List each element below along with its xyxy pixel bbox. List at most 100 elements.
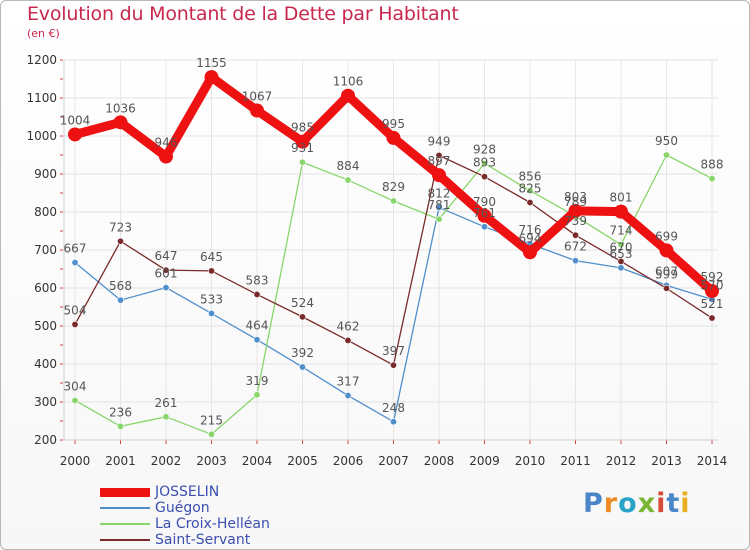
y-tick-label: 200 bbox=[34, 433, 57, 447]
series bbox=[68, 70, 719, 438]
data-point bbox=[162, 413, 170, 421]
data-label: 897 bbox=[428, 154, 451, 168]
legend-label: JOSSELIN bbox=[155, 484, 220, 500]
logo-letter: i bbox=[656, 488, 667, 519]
data-label: 570 bbox=[701, 278, 724, 292]
data-point bbox=[250, 103, 264, 118]
data-label: 317 bbox=[337, 375, 360, 389]
data-label: 236 bbox=[109, 405, 132, 419]
data-label: 397 bbox=[382, 344, 405, 358]
data-label: 599 bbox=[655, 267, 678, 281]
data-point bbox=[71, 259, 79, 267]
series-saint-servant bbox=[71, 151, 716, 369]
data-point bbox=[295, 134, 310, 149]
legend-swatch bbox=[100, 539, 150, 541]
data-label: 995 bbox=[382, 117, 405, 131]
data-point bbox=[298, 363, 306, 371]
x-tick-label: 2014 bbox=[697, 454, 728, 468]
x-tick-label: 2005 bbox=[287, 454, 318, 468]
data-label: 856 bbox=[519, 170, 542, 184]
legend-swatch bbox=[100, 507, 150, 509]
data-point bbox=[477, 208, 492, 223]
data-point bbox=[117, 422, 125, 430]
y-tick-label: 1200 bbox=[26, 53, 57, 67]
series-guegon bbox=[71, 203, 716, 426]
data-point bbox=[208, 430, 216, 438]
data-point bbox=[523, 245, 537, 260]
data-label: 533 bbox=[200, 292, 223, 306]
data-point bbox=[662, 284, 670, 292]
data-label: 812 bbox=[428, 186, 451, 200]
data-point bbox=[708, 314, 716, 322]
data-label: 462 bbox=[337, 319, 360, 333]
data-label: 716 bbox=[519, 223, 542, 237]
legend-label: Saint-Servant bbox=[155, 532, 251, 548]
y-tick-label: 700 bbox=[34, 243, 57, 257]
data-label: 985 bbox=[291, 121, 314, 135]
axes: 200 300 400 500 600 700 800 900 1000 1100 1200 2000… bbox=[26, 53, 727, 468]
data-label: 592 bbox=[701, 270, 724, 284]
data-label: 790 bbox=[473, 195, 496, 209]
data-label: 504 bbox=[64, 303, 87, 317]
legend-swatch bbox=[100, 523, 150, 525]
x-tick-label: 2000 bbox=[60, 454, 91, 468]
y-tick-label: 500 bbox=[34, 319, 57, 333]
data-label: 521 bbox=[701, 297, 724, 311]
data-label: 739 bbox=[564, 214, 587, 228]
legend-label: Guégon bbox=[155, 500, 210, 516]
data-label: 1067 bbox=[242, 90, 273, 104]
data-label: 946 bbox=[155, 136, 178, 150]
data-label: 801 bbox=[610, 191, 633, 205]
data-label: 524 bbox=[291, 296, 314, 310]
data-point bbox=[617, 264, 625, 272]
data-point bbox=[162, 284, 170, 292]
data-point bbox=[526, 199, 534, 207]
data-label: 761 bbox=[473, 206, 496, 220]
x-tick-label: 2009 bbox=[469, 454, 500, 468]
data-point bbox=[432, 168, 446, 183]
y-tick-label: 900 bbox=[34, 167, 57, 181]
data-point bbox=[389, 361, 397, 369]
data-label: 694 bbox=[519, 231, 542, 245]
data-point bbox=[435, 151, 443, 159]
data-label: 672 bbox=[564, 240, 587, 254]
data-point bbox=[614, 204, 628, 219]
legend-swatch bbox=[100, 488, 150, 497]
data-label: 304 bbox=[64, 379, 87, 393]
proxiti-logo: Proxiti bbox=[583, 488, 691, 519]
data-label: 1155 bbox=[196, 56, 227, 70]
data-point bbox=[344, 336, 352, 344]
series-josselin bbox=[68, 70, 719, 299]
data-point bbox=[208, 267, 216, 275]
y-tick-label: 1000 bbox=[26, 129, 57, 143]
data-label: 714 bbox=[610, 224, 633, 238]
data-label: 723 bbox=[109, 220, 132, 234]
data-point bbox=[705, 284, 719, 299]
data-label: 607 bbox=[655, 264, 678, 278]
data-label: 653 bbox=[610, 247, 633, 261]
data-label: 647 bbox=[155, 249, 178, 263]
data-point bbox=[389, 418, 397, 426]
data-point bbox=[386, 130, 401, 145]
y-tick-label: 400 bbox=[34, 357, 57, 371]
data-point bbox=[113, 115, 128, 130]
data-label: 215 bbox=[200, 413, 223, 427]
logo-letter: x bbox=[637, 488, 657, 519]
data-label: 699 bbox=[655, 229, 678, 243]
y-tick-label: 300 bbox=[34, 395, 57, 409]
data-label: 803 bbox=[564, 190, 587, 204]
data-label: 893 bbox=[473, 156, 496, 170]
data-label: 789 bbox=[564, 195, 587, 209]
data-point bbox=[298, 313, 306, 321]
data-label: 1106 bbox=[333, 75, 364, 89]
data-label: 319 bbox=[246, 374, 269, 388]
data-label: 601 bbox=[155, 267, 178, 281]
y-tick-label: 1100 bbox=[26, 91, 57, 105]
x-tick-label: 2001 bbox=[105, 454, 136, 468]
data-point bbox=[480, 223, 488, 231]
data-label: 1004 bbox=[60, 113, 91, 127]
data-point bbox=[344, 176, 352, 184]
data-point bbox=[659, 243, 674, 258]
data-point bbox=[204, 70, 219, 85]
